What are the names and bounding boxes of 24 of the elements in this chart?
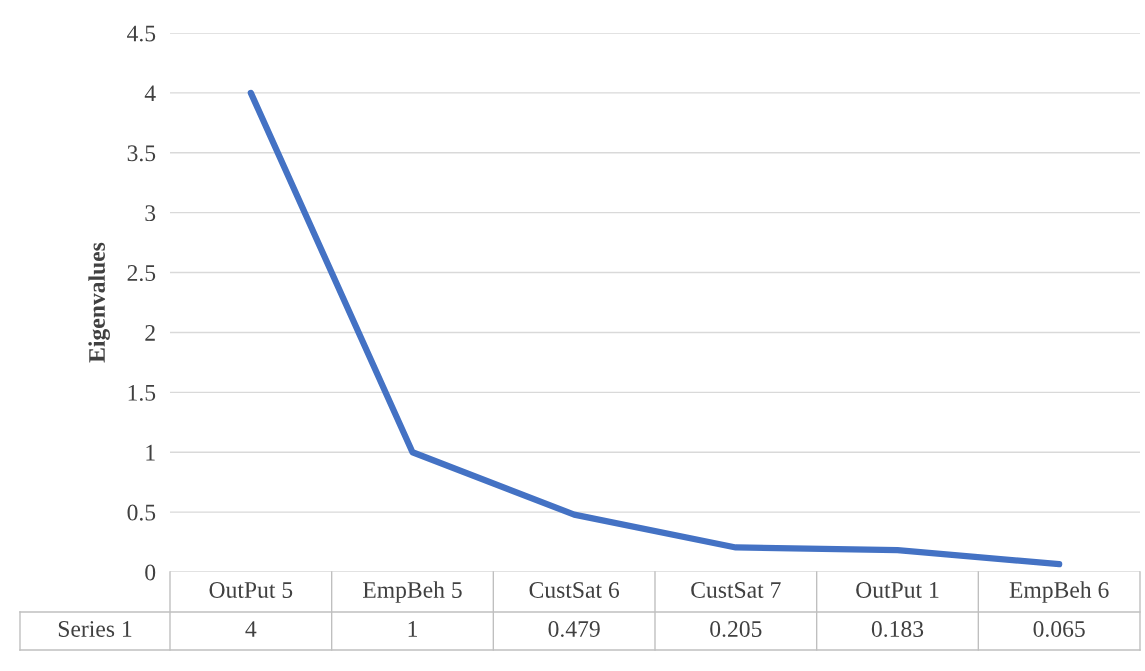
x-tick-label: OutPut 5 <box>209 582 293 598</box>
y-tick-label: 1 <box>146 444 155 461</box>
y-tick-label: 1.5 <box>128 384 156 401</box>
text: Series 1 <box>58 621 132 637</box>
x-tick-label: CustSat 7 <box>691 582 781 598</box>
y-tick-label: 0.5 <box>127 504 156 521</box>
y-tick-label: 2.5 <box>127 265 156 282</box>
x-tick-label: EmpBeh 5 <box>363 581 462 603</box>
x-tick-label: CustSat 6 <box>529 582 620 598</box>
data-label: 4 <box>245 621 257 637</box>
y-tick-label: 0 <box>145 564 156 581</box>
data-label: 0.205 <box>710 620 762 638</box>
y-tick-label: 2 <box>145 325 155 341</box>
y-axis-title: Eigenvalues <box>88 242 110 363</box>
data-label: 0.065 <box>1033 620 1085 638</box>
y-tick-label: 4 <box>144 85 156 102</box>
y-tick-label: 4.5 <box>127 25 156 42</box>
y-tick-label: 3.5 <box>127 145 156 162</box>
data-label: 1 <box>408 621 417 637</box>
y-tick-label: 3 <box>145 205 156 222</box>
x-tick-label: OutPut 1 <box>856 582 939 598</box>
data-label: 0.479 <box>548 620 600 638</box>
data-label: 0.183 <box>871 620 924 638</box>
x-tick-label: EmpBeh 6 <box>1009 581 1109 603</box>
